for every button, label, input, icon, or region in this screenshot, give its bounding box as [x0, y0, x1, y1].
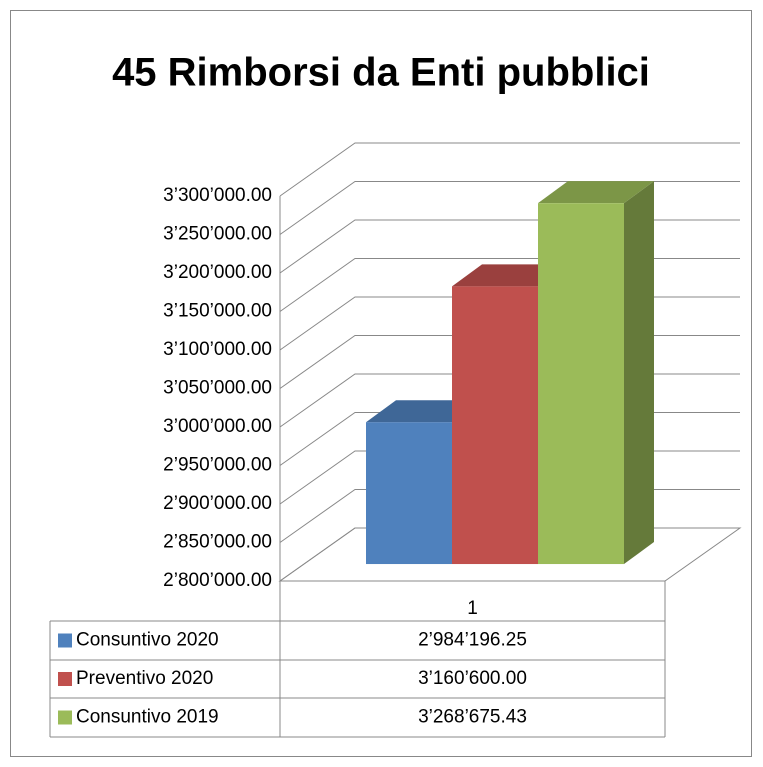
- legend-swatch: [58, 710, 72, 725]
- data-label: 2’984’196.25: [418, 630, 527, 651]
- category-label: 1: [467, 598, 478, 619]
- legend-label: Preventivo 2020: [76, 668, 213, 689]
- y-tick-label: 3’200’000.00: [163, 262, 272, 283]
- y-tick-label: 3’150’000.00: [163, 301, 272, 322]
- bar-front: [452, 286, 538, 565]
- y-tick-label: 2’950’000.00: [163, 455, 272, 476]
- y-tick-label: 3’050’000.00: [163, 378, 272, 399]
- legend-label: Consuntivo 2019: [76, 707, 219, 728]
- y-tick-label: 3’300’000.00: [163, 185, 272, 206]
- data-label: 3’160’600.00: [418, 668, 527, 689]
- bar-front: [366, 422, 452, 565]
- y-tick-label: 2’900’000.00: [163, 493, 272, 514]
- grid-line: [279, 142, 740, 197]
- y-tick-label: 3’000’000.00: [163, 416, 272, 437]
- bar-front: [538, 203, 624, 565]
- data-label: 3’268’675.43: [418, 707, 527, 728]
- bar: [538, 181, 654, 565]
- y-tick-label: 3’250’000.00: [163, 224, 272, 245]
- legend-swatch: [58, 633, 72, 648]
- y-tick-label: 3’100’000.00: [163, 339, 272, 360]
- legend-label: Consuntivo 2020: [76, 630, 219, 651]
- y-tick-label: 2’800’000.00: [163, 570, 272, 591]
- legend-swatch: [58, 672, 72, 686]
- bar-top: [538, 181, 654, 204]
- bar-side: [624, 181, 654, 565]
- y-tick-label: 2’850’000.00: [163, 532, 272, 553]
- chart-title: 45 Rimborsi da Enti pubblici: [112, 51, 650, 95]
